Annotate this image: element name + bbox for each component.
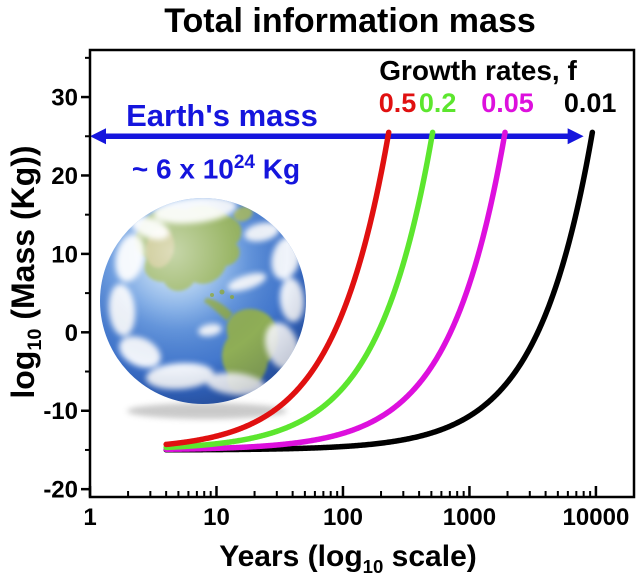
growth-rate-value-0.01: 0.01: [563, 88, 617, 118]
growth-curve-f-0.5: [163, 129, 392, 448]
earths-mass-value-exponent: 24: [233, 152, 256, 173]
y-tick-label: 0: [65, 320, 78, 347]
growth-rate-value-0.05: 0.05: [481, 88, 534, 118]
y-tick-label: -20: [43, 477, 78, 504]
earths-mass-arrowhead-right: [567, 128, 584, 145]
y-tick-label: -10: [43, 398, 78, 425]
x-tick-label: 10: [203, 504, 230, 531]
y-tick-label: 20: [51, 163, 78, 190]
earths-mass-value: ~ 6 x 1024 Kg: [132, 152, 300, 185]
growth-curve-f-0.2: [163, 129, 436, 451]
growth-rate-value-0.2: 0.2: [418, 88, 457, 118]
plot-frame: [88, 48, 636, 499]
x-tick-label: 100: [323, 504, 363, 531]
x-tick-label: 10000: [563, 504, 630, 531]
y-tick-label: 30: [51, 85, 78, 112]
x-tick-label: 1000: [443, 504, 496, 531]
y-tick-label: 10: [51, 241, 78, 268]
earths-mass-value-prefix: ~ 6 x 10: [131, 153, 234, 185]
y-axis-title: log10 (Mass (Kg)): [4, 145, 47, 399]
legend-title: Growth rates, f: [379, 55, 577, 86]
chart-title: Total information mass: [164, 2, 536, 40]
growth-rate-value-0.5: 0.5: [378, 88, 417, 118]
earths-mass-value-suffix: Kg: [255, 153, 301, 185]
growth-curve-f-0.05: [163, 129, 508, 453]
earth-image: [100, 198, 306, 419]
earths-mass-label: Earth's mass: [126, 98, 318, 133]
x-tick-label: 1: [83, 504, 96, 531]
earths-mass-arrowhead-left: [90, 128, 106, 145]
x-axis-title: Years (log10 scale): [219, 540, 477, 577]
